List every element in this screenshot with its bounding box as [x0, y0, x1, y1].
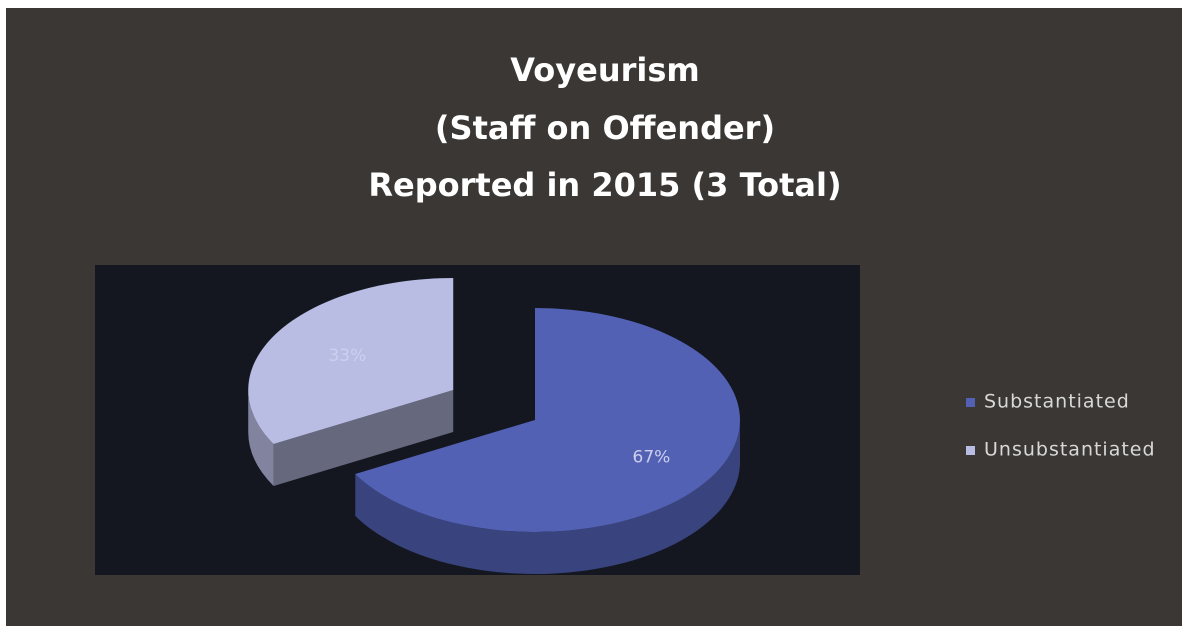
slice-side: [273, 390, 454, 486]
slice-wall: [355, 420, 740, 575]
pie-slice: [355, 308, 740, 575]
chart-title: Reported in 2015 (3 Total): [368, 166, 841, 204]
pie-slice: [248, 278, 454, 486]
legend-label: Unsubstantiated: [984, 439, 1156, 461]
chart-title: Voyeurism: [510, 51, 699, 89]
chart-title: (Staff on Offender): [435, 109, 775, 147]
legend-swatch: [966, 446, 975, 455]
slice-top: [355, 308, 740, 533]
legend-label: Substantiated: [984, 391, 1130, 413]
data-label: 67%: [633, 448, 671, 468]
slice-top: [248, 278, 454, 444]
slice-wall: [248, 390, 274, 486]
legend-swatch: [966, 398, 975, 407]
data-label: 33%: [328, 346, 366, 366]
